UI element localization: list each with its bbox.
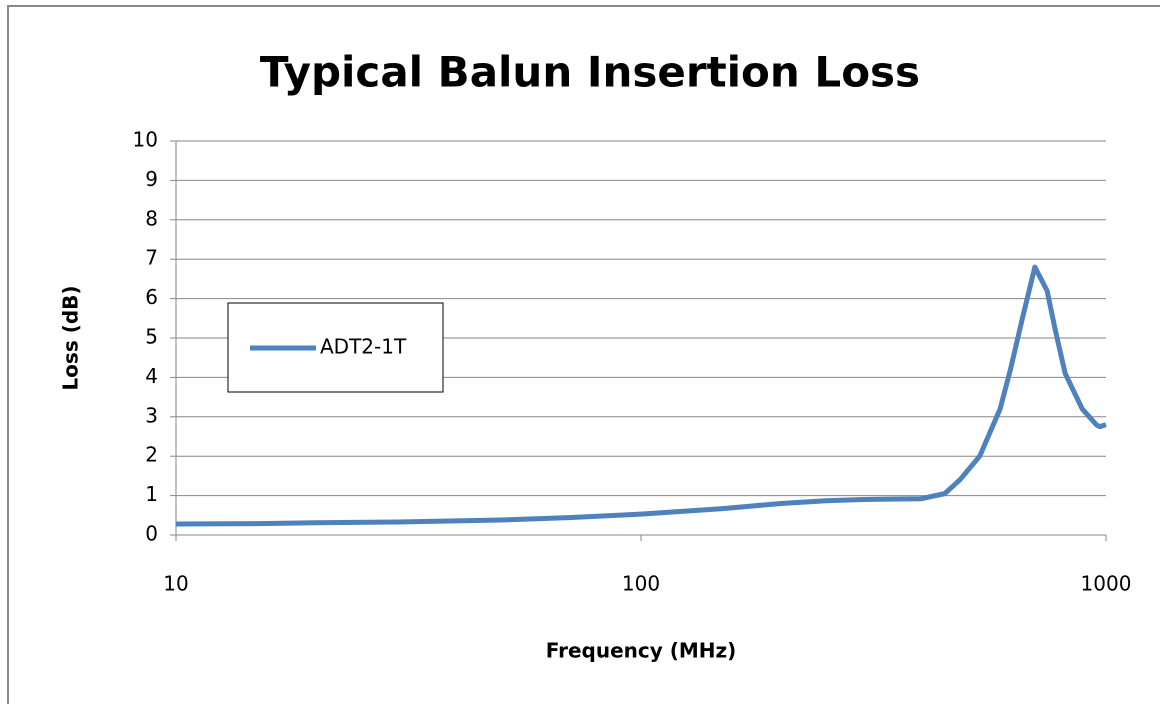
line-series (175, 264, 1107, 527)
legend-label: ADT2-1T (320, 335, 407, 359)
y-tick-label: 10 (133, 128, 158, 152)
y-axis-label: Loss (dB) (59, 285, 83, 390)
x-axis-label: Frequency (MHz) (546, 639, 737, 663)
y-tick-label: 7 (145, 246, 158, 270)
y-tick-label: 8 (145, 206, 158, 230)
y-tick-label: 1 (145, 482, 158, 506)
x-tick-label: 10 (163, 572, 188, 596)
x-tick-label: 100 (622, 572, 660, 596)
y-tick-label: 4 (145, 364, 158, 388)
y-tick-label: 3 (145, 403, 158, 427)
y-tick-label: 5 (145, 325, 158, 349)
chart-title: Typical Balun Insertion Loss (260, 48, 920, 97)
chart-frame (7, 5, 1160, 704)
y-tick-label: 0 (145, 522, 158, 546)
x-tick-label: 1000 (1081, 572, 1132, 596)
y-tick-label: 9 (145, 167, 158, 191)
y-tick-label: 2 (145, 443, 158, 467)
y-tick-label: 6 (145, 285, 158, 309)
